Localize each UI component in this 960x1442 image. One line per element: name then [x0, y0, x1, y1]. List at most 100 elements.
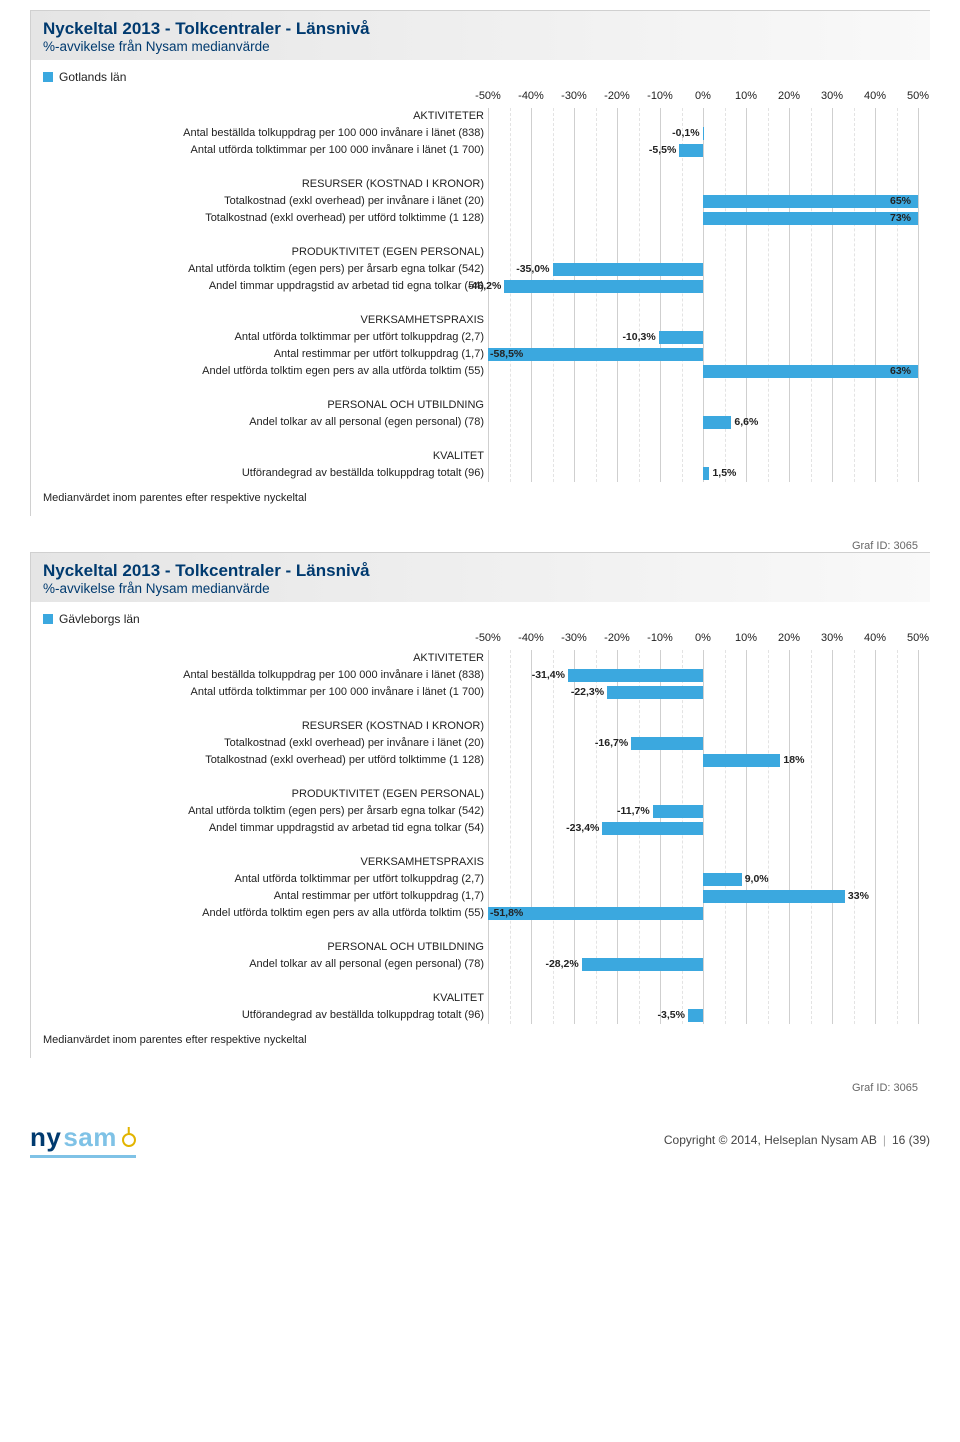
- bar: [659, 331, 703, 344]
- logo: nysam: [30, 1122, 136, 1158]
- bar: [653, 805, 703, 818]
- bar-row: -22,3%: [488, 684, 918, 701]
- graf-id: Graf ID: 3065: [30, 1082, 918, 1094]
- metric-label: Antal utförda tolktimmar per utfört tolk…: [43, 871, 488, 888]
- label-text: Antal utförda tolktimmar per 100 000 inv…: [191, 144, 485, 156]
- label-text: Andel timmar uppdragstid av arbetad tid …: [209, 280, 484, 292]
- bar: [607, 686, 703, 699]
- gridline-major: [918, 108, 919, 482]
- metric-label: Antal beställda tolkuppdrag per 100 000 …: [43, 667, 488, 684]
- x-tick-label: 40%: [864, 632, 886, 644]
- bar-row: -35,0%: [488, 261, 918, 278]
- metric-label: Antal utförda tolktim (egen pers) per år…: [43, 261, 488, 278]
- bar-row: 73%: [488, 210, 918, 227]
- labels-column: AKTIVITETER Antal beställda tolkuppdrag p…: [43, 90, 488, 482]
- gap-row: [43, 431, 488, 448]
- section-label: PERSONAL OCH UTBILDNING: [43, 939, 488, 956]
- label-text: PRODUKTIVITET (EGEN PERSONAL): [292, 788, 484, 800]
- logo-part2: sam: [63, 1122, 117, 1153]
- x-tick-label: -40%: [518, 90, 544, 102]
- bar-row: 9,0%: [488, 871, 918, 888]
- bar: [703, 467, 709, 480]
- bar-row: -0,1%: [488, 125, 918, 142]
- chart-title: Nyckeltal 2013 - Tolkcentraler - Länsniv…: [43, 561, 918, 581]
- x-tick-label: 0%: [695, 90, 711, 102]
- chart: AKTIVITETER Antal beställda tolkuppdrag p…: [43, 90, 918, 482]
- card-body: Gävleborgs länAKTIVITETERAntal beställda…: [31, 602, 930, 1058]
- bar-row: -11,7%: [488, 803, 918, 820]
- bar-row: -46,2%: [488, 278, 918, 295]
- graf-id: Graf ID: 3065: [30, 540, 918, 552]
- bar-value-label: -46,2%: [468, 278, 501, 295]
- bar: [568, 669, 703, 682]
- chart: AKTIVITETERAntal beställda tolkuppdrag p…: [43, 632, 918, 1024]
- x-tick-label: -20%: [604, 632, 630, 644]
- section-label: AKTIVITETER: [43, 108, 488, 125]
- label-text: KVALITET: [433, 992, 484, 1004]
- section-label: KVALITET: [43, 990, 488, 1007]
- chart-subtitle: %-avvikelse från Nysam medianvärde: [43, 581, 918, 596]
- bar: [582, 958, 703, 971]
- gap-row: [43, 769, 488, 786]
- section-label: VERKSAMHETSPRAXIS: [43, 854, 488, 871]
- plot-gap: [488, 244, 918, 261]
- metric-label: Totalkostnad (exkl overhead) per utförd …: [43, 752, 488, 769]
- bar-row: 6,6%: [488, 414, 918, 431]
- plot-gap: [488, 922, 918, 939]
- logo-part1: ny: [30, 1122, 61, 1153]
- bar-row: -23,4%: [488, 820, 918, 837]
- label-text: Andel timmar uppdragstid av arbetad tid …: [209, 822, 484, 834]
- plot-gap: [488, 431, 918, 448]
- x-tick-label: -30%: [561, 90, 587, 102]
- legend: Gotlands län: [43, 70, 918, 84]
- label-text: AKTIVITETER: [413, 110, 484, 122]
- bar-row: -5,5%: [488, 142, 918, 159]
- x-tick-label: -40%: [518, 632, 544, 644]
- bar-row: -51,8%: [488, 905, 918, 922]
- plot-gap: [488, 295, 918, 312]
- label-text: Antal utförda tolktimmar per utfört tolk…: [235, 873, 484, 885]
- bar-value-label: 73%: [890, 210, 911, 227]
- bar-row: -16,7%: [488, 735, 918, 752]
- gap-row: [43, 837, 488, 854]
- metric-label: Totalkostnad (exkl overhead) per invånar…: [43, 193, 488, 210]
- section-label: KVALITET: [43, 448, 488, 465]
- gap-row: [43, 973, 488, 990]
- plot-gap: [488, 312, 918, 329]
- card-body: Gotlands län AKTIVITETER Antal beställda t…: [31, 60, 930, 516]
- bar: [703, 890, 845, 903]
- metric-label: Antal restimmar per utfört tolkuppdrag (…: [43, 888, 488, 905]
- legend-label: Gotlands län: [59, 70, 126, 84]
- label-text: Antal beställda tolkuppdrag per 100 000 …: [183, 127, 484, 139]
- metric-label: Antal beställda tolkuppdrag per 100 000 …: [43, 125, 488, 142]
- label-text: Antal utförda tolktimmar per 100 000 inv…: [191, 686, 485, 698]
- label-text: Totalkostnad (exkl overhead) per utförd …: [205, 212, 484, 224]
- label-text: Totalkostnad (exkl overhead) per invånar…: [224, 737, 484, 749]
- bar-row: -3,5%: [488, 1007, 918, 1024]
- label-text: Antal beställda tolkuppdrag per 100 000 …: [183, 669, 484, 681]
- copyright-text: Copyright © 2014, Helseplan Nysam AB: [664, 1133, 877, 1147]
- section-label: RESURSER (KOSTNAD I KRONOR): [43, 176, 488, 193]
- metric-label: Antal utförda tolktimmar per 100 000 inv…: [43, 684, 488, 701]
- plot-gap: [488, 227, 918, 244]
- bar-value-label: 9,0%: [745, 871, 769, 888]
- bar-value-label: 1,5%: [712, 465, 736, 482]
- label-text: VERKSAMHETSPRAXIS: [361, 314, 484, 326]
- chart-card: Nyckeltal 2013 - Tolkcentraler - Länsniv…: [30, 10, 930, 516]
- gap-row: [43, 380, 488, 397]
- spacer: [43, 632, 488, 650]
- bar: [703, 365, 918, 378]
- label-text: Andel tolkar av all personal (egen perso…: [249, 958, 484, 970]
- bar: [703, 873, 742, 886]
- plot-gap: [488, 650, 918, 667]
- label-text: RESURSER (KOSTNAD I KRONOR): [302, 178, 484, 190]
- bar-value-label: 65%: [890, 193, 911, 210]
- label-text: Andel utförda tolktim egen pers av alla …: [202, 907, 484, 919]
- metric-label: Andel utförda tolktim egen pers av alla …: [43, 363, 488, 380]
- metric-label: Antal utförda tolktimmar per utfört tolk…: [43, 329, 488, 346]
- label-text: KVALITET: [433, 450, 484, 462]
- bar-row: 63%: [488, 363, 918, 380]
- x-tick-label: 20%: [778, 632, 800, 644]
- bar-value-label: -31,4%: [532, 667, 565, 684]
- label-text: VERKSAMHETSPRAXIS: [361, 856, 484, 868]
